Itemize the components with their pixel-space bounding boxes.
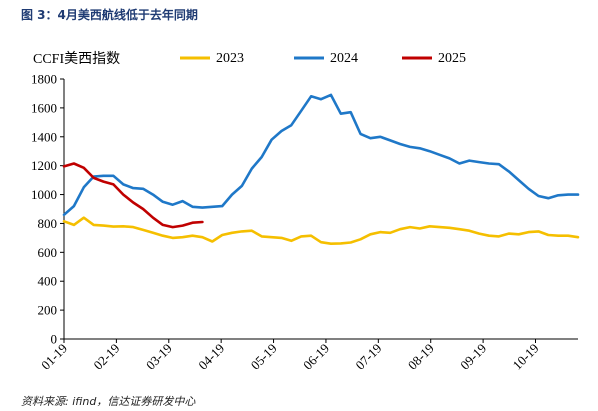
x-tick-label: 07-19 xyxy=(352,341,384,373)
x-tick-label: 09-19 xyxy=(457,341,489,373)
x-tick-label: 08-19 xyxy=(405,341,437,373)
y-tick-label: 1400 xyxy=(31,129,57,144)
y-tick-label: 1200 xyxy=(31,158,57,173)
x-tick-label: 05-19 xyxy=(248,341,280,373)
axes: 0 200 400 600 800 1000 1200 1400 1600 1800 01-19 02… xyxy=(31,72,578,373)
legend-label-2023: 2023 xyxy=(216,51,244,66)
x-tick-label: 01-19 xyxy=(38,341,70,373)
x-tick-label: 02-19 xyxy=(90,341,122,373)
series-layer xyxy=(62,93,580,245)
figure-caption: 图 3：4月美西航线低于去年同期 xyxy=(21,8,198,22)
series-line-2025 xyxy=(62,162,204,229)
y-tick-label: 600 xyxy=(38,245,58,260)
y-tick-label: 1000 xyxy=(31,187,57,202)
y-tick-label: 1600 xyxy=(31,100,57,115)
legend-label-2025: 2025 xyxy=(438,51,466,66)
y-tick-label: 200 xyxy=(38,303,58,318)
series-line-2024 xyxy=(62,93,580,217)
x-tick-label: 10-19 xyxy=(510,341,542,373)
x-tick-label: 04-19 xyxy=(195,341,227,373)
y-tick-label: 400 xyxy=(38,274,58,289)
y-tick-label: 800 xyxy=(38,216,58,231)
x-tick-label: 03-19 xyxy=(143,341,175,373)
y-tick-label: 0 xyxy=(51,332,58,347)
series-line-2023 xyxy=(62,216,580,245)
y-axis-label: CCFI美西指数 xyxy=(33,51,120,67)
y-tick-label: 1800 xyxy=(31,72,57,87)
x-tick-label: 06-19 xyxy=(300,341,332,373)
legend: 2023 2024 2025 xyxy=(180,51,466,66)
source-note: 资料来源: ifind，信达证券研发中心 xyxy=(21,395,196,408)
legend-label-2024: 2024 xyxy=(330,51,358,66)
